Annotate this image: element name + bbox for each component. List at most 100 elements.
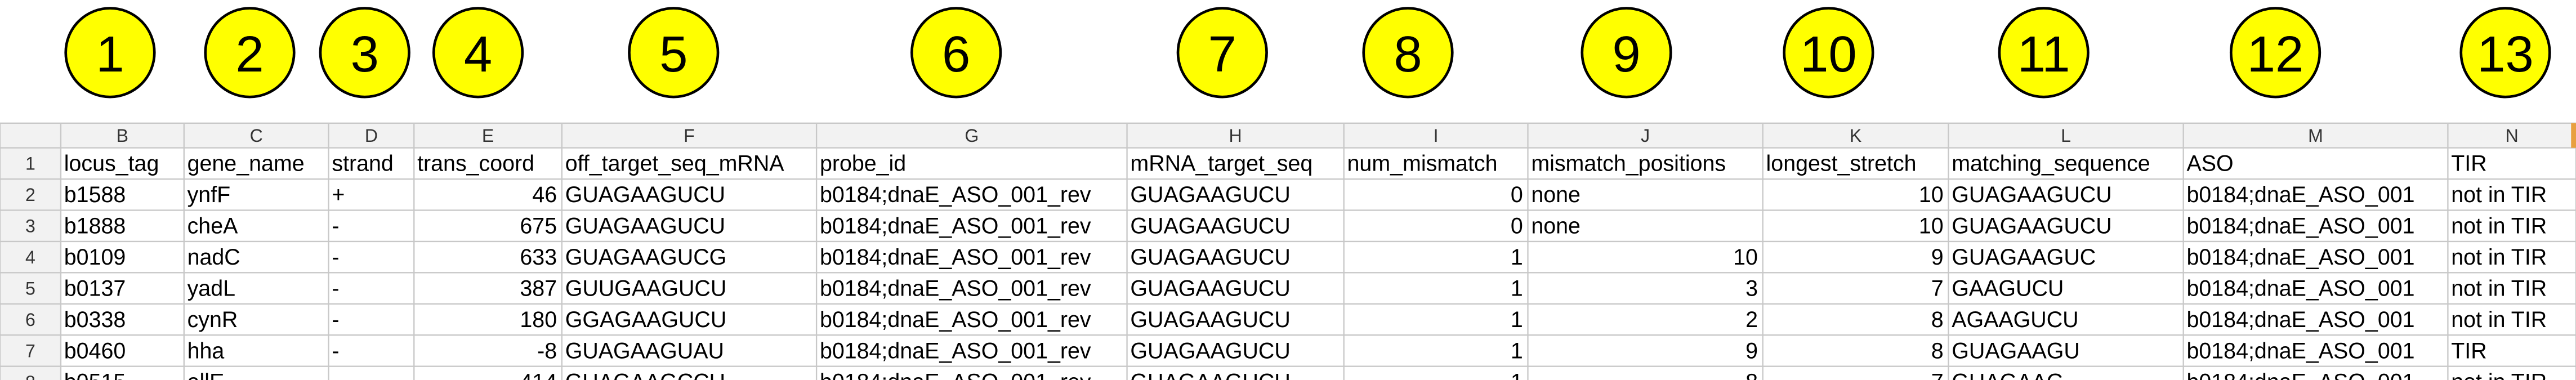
cell-text[interactable]: b0184;dnaE_ASO_001 [2186,245,2414,270]
cell-text[interactable]: not in TIR [2451,307,2547,332]
cell-text[interactable]: - [332,370,339,380]
cell-text[interactable]: GUAGAAGUCU [1130,276,1290,301]
cell-text[interactable]: b0184;dnaE_ASO_001_rev [820,182,1091,207]
cell-text[interactable]: GUUGAAGUCU [565,276,727,301]
cell-text[interactable]: none [1531,182,1581,207]
cell-text[interactable]: ASO [2186,151,2233,176]
cell-text[interactable]: GUAGAAGUCU [1130,370,1290,380]
row-number[interactable]: 2 [25,185,35,205]
cell-text[interactable]: 10 [1733,245,1758,270]
cell-text[interactable]: - [332,245,339,270]
cell-text[interactable]: cheA [187,214,238,239]
cell-text[interactable]: 1 [1511,276,1523,301]
row-number[interactable]: 4 [25,247,35,267]
cell-text[interactable]: 0 [1511,182,1523,207]
cell-text[interactable]: - [332,338,339,363]
cell-text[interactable]: 2 [1745,307,1758,332]
column-letter[interactable]: M [2308,126,2323,146]
cell-text[interactable]: GUAGAAGUCG [565,245,727,270]
cell-text[interactable]: b0460 [64,338,126,363]
cell-text[interactable]: GUAGAAGU [1952,338,2080,363]
cell-text[interactable]: 633 [520,245,557,270]
cell-text[interactable]: 7 [1931,276,1944,301]
cell-text[interactable]: 1 [1511,370,1523,380]
cell-text[interactable]: GUAGAAGUAU [565,338,724,363]
cell-text[interactable]: b0184;dnaE_ASO_001_rev [820,214,1091,239]
cell-text[interactable]: trans_coord [417,151,534,176]
cell-text[interactable]: b0184;dnaE_ASO_001_rev [820,276,1091,301]
cell-text[interactable]: b0515 [64,370,126,380]
column-letter[interactable]: E [482,126,494,146]
column-letter[interactable]: L [2061,126,2071,146]
cell-text[interactable]: GAAGUCU [1952,276,2064,301]
cell-text[interactable]: 10 [1919,214,1944,239]
cell-text[interactable]: b0184;dnaE_ASO_001 [2186,214,2414,239]
row-number[interactable]: 8 [25,372,35,380]
cell-text[interactable]: 414 [520,370,557,380]
cell-text[interactable]: not in TIR [2451,182,2547,207]
cell-text[interactable]: 1 [1511,307,1523,332]
cell-text[interactable]: b1888 [64,214,126,239]
cell-text[interactable]: 1 [1511,245,1523,270]
cell-text[interactable]: GUAGAAGUCU [1130,307,1290,332]
cell-text[interactable]: 7 [1931,370,1944,380]
cell-text[interactable]: b0184;dnaE_ASO_001 [2186,307,2414,332]
row-number[interactable]: 5 [25,278,35,298]
cell-text[interactable]: matching_sequence [1952,151,2150,176]
cell-text[interactable]: -8 [537,338,557,363]
cell-text[interactable]: 9 [1745,338,1758,363]
cell-text[interactable]: AGAAGUCU [1952,307,2078,332]
cell-text[interactable]: hha [187,338,225,363]
cell-text[interactable]: b0184;dnaE_ASO_001 [2186,182,2414,207]
cell-text[interactable]: b1588 [64,182,126,207]
cell-text[interactable]: 8 [1745,370,1758,380]
cell-text[interactable]: b0184;dnaE_ASO_001 [2186,276,2414,301]
cell-text[interactable]: yadL [187,276,235,301]
cell-text[interactable]: none [1531,214,1581,239]
cell-text[interactable]: 387 [520,276,557,301]
column-letter[interactable]: J [1641,126,1650,146]
cell-text[interactable]: 46 [532,182,557,207]
cell-text[interactable]: num_mismatch [1347,151,1498,176]
row-number[interactable]: 1 [25,154,35,174]
cell-text[interactable]: b0184;dnaE_ASO_001_rev [820,338,1091,363]
cell-text[interactable]: b0137 [64,276,126,301]
cell-text[interactable]: GUAGAAG [1952,370,2064,380]
cell-text[interactable]: longest_stretch [1766,151,1917,176]
row-number[interactable]: 3 [25,216,35,236]
cell-text[interactable]: probe_id [820,151,906,176]
cell-text[interactable]: b0184;dnaE_ASO_001_rev [820,245,1091,270]
cell-text[interactable]: - [332,307,339,332]
cell-text[interactable]: ynfF [187,182,231,207]
cell-text[interactable]: allE [187,370,225,380]
cell-text[interactable]: 675 [520,214,557,239]
column-letter[interactable]: G [965,126,979,146]
column-letter[interactable]: D [365,126,378,146]
cell-text[interactable]: mRNA_target_seq [1130,151,1312,176]
column-letter[interactable]: B [117,126,128,146]
cell-text[interactable]: mismatch_positions [1531,151,1726,176]
cell-text[interactable]: not in TIR [2451,214,2547,239]
cell-text[interactable]: b0184;dnaE_ASO_001 [2186,338,2414,363]
cell-text[interactable]: GGAGAAGUCU [565,307,727,332]
cell-text[interactable]: GUAGAAGUCU [1130,245,1290,270]
cell-text[interactable]: + [332,182,345,207]
cell-text[interactable]: - [332,276,339,301]
cell-text[interactable]: b0109 [64,245,126,270]
cell-text[interactable]: GUAGAAGUCU [1130,338,1290,363]
cell-text[interactable]: GUAGAAGUCU [565,182,725,207]
column-letter[interactable]: C [250,126,263,146]
cell-text[interactable]: cynR [187,307,238,332]
cell-text[interactable]: nadC [187,245,240,270]
cell-text[interactable]: GUAGAAGUCU [1952,182,2111,207]
cell-text[interactable]: 9 [1931,245,1944,270]
cell-text[interactable]: b0184;dnaE_ASO_001_rev [820,370,1091,380]
row-number[interactable]: 7 [25,341,35,361]
cell-text[interactable]: 0 [1511,214,1523,239]
cell-text[interactable]: not in TIR [2451,245,2547,270]
column-letter[interactable]: H [1229,126,1242,146]
cell-text[interactable]: TIR [2451,338,2486,363]
cell-text[interactable]: GUAGAAGUCU [1130,214,1290,239]
column-letter[interactable]: F [684,126,695,146]
cell-text[interactable]: 10 [1919,182,1944,207]
